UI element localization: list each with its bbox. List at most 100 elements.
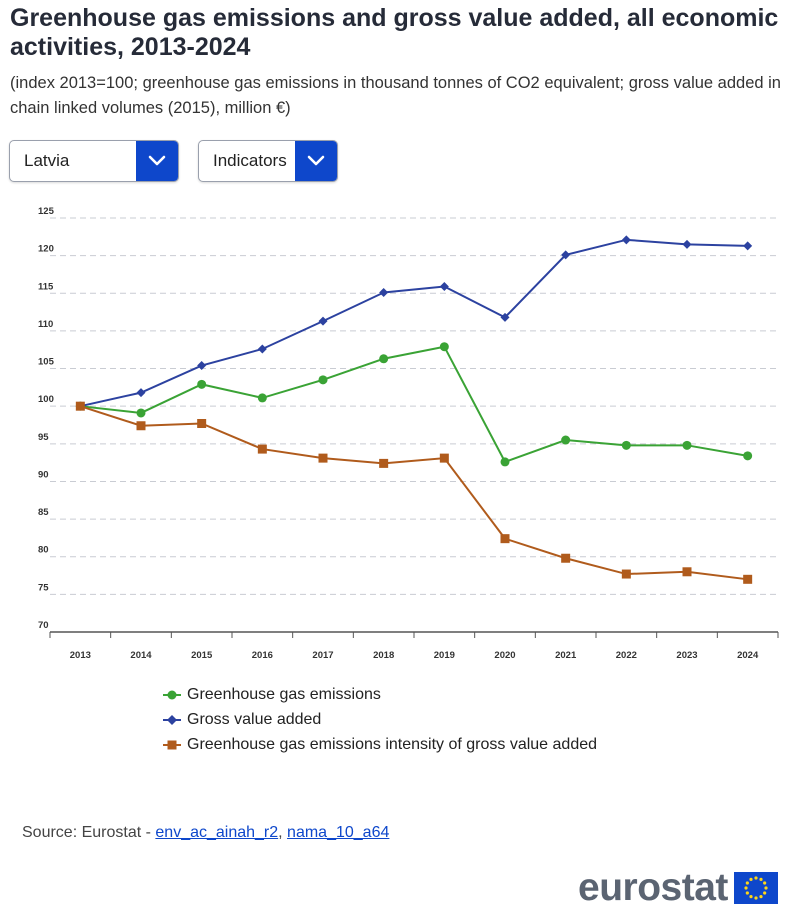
x-tick-label: 2023 (676, 650, 697, 661)
data-point (318, 316, 328, 326)
data-point (197, 418, 207, 428)
legend-item-ghg[interactable]: Greenhouse gas emissions (163, 682, 597, 707)
flag-star (764, 886, 768, 890)
data-point (500, 534, 510, 544)
legend-label-gva: Gross value added (187, 710, 322, 728)
x-tick-label: 2014 (130, 650, 152, 661)
data-point (500, 457, 510, 467)
data-point (318, 375, 328, 385)
y-tick-label: 85 (38, 507, 49, 518)
series-line (80, 345, 748, 464)
data-point (561, 250, 571, 260)
indicators-dropdown-label: Indicators (213, 151, 287, 170)
line-chart: 70 75 80 85 90 95 100 105 110 115 120 125 2013 2014 2… (38, 206, 779, 661)
x-tick-label: 2021 (555, 650, 577, 661)
eu-flag-icon (733, 872, 778, 904)
legend-item-intensity[interactable]: Greenhouse gas emissions intensity of gr… (163, 732, 597, 757)
data-point (318, 453, 328, 463)
data-point (743, 574, 753, 584)
data-point (621, 235, 631, 245)
source-link-env[interactable]: env_ac_ainah_r2 (155, 824, 279, 841)
data-point (257, 444, 267, 454)
logo-text: eurostat (578, 866, 728, 909)
flag-star (759, 877, 763, 881)
data-point (197, 361, 207, 371)
source-prefix: Source: Eurostat - (22, 824, 156, 841)
y-axis-ticks: 70 75 80 85 90 95 100 105 110 115 120 125 (38, 206, 55, 631)
y-tick-label: 125 (38, 206, 55, 217)
flag-star (749, 877, 753, 881)
legend-item-gva[interactable]: Gross value added (163, 707, 597, 732)
x-tick-label: 2019 (434, 650, 455, 661)
x-tick-label: 2015 (191, 650, 213, 661)
series-line (80, 238, 748, 408)
flag-star (745, 881, 749, 885)
series-2 (75, 401, 753, 584)
series-1 (75, 235, 753, 411)
data-point (197, 379, 207, 389)
source-separator: , (278, 824, 288, 841)
data-point (621, 569, 631, 579)
y-tick-label: 115 (38, 281, 54, 292)
x-tick-label: 2024 (737, 650, 759, 661)
data-point (136, 421, 146, 431)
x-tick-label: 2018 (373, 650, 394, 661)
data-point (743, 241, 753, 251)
data-point (561, 435, 571, 445)
data-point (379, 458, 389, 468)
y-tick-label: 70 (38, 620, 49, 631)
grid-lines (50, 217, 778, 595)
legend-label-intensity: Greenhouse gas emissions intensity of gr… (187, 735, 598, 753)
legend-label-ghg: Greenhouse gas emissions (187, 685, 381, 703)
data-point (743, 451, 753, 461)
flag-star (759, 895, 763, 899)
series-line (80, 405, 748, 581)
data-point (439, 453, 449, 463)
data-point (257, 393, 267, 403)
flag-star (762, 881, 767, 885)
x-tick-label: 2022 (616, 650, 637, 661)
y-tick-label: 120 (38, 244, 54, 255)
data-point (500, 312, 510, 322)
series-0 (75, 342, 753, 467)
x-tick-label: 2016 (252, 650, 273, 661)
y-tick-label: 75 (38, 582, 49, 593)
source-note: Source: Eurostat - env_ac_ainah_r2, nama… (22, 824, 389, 842)
y-tick-label: 105 (38, 357, 55, 368)
chevron-down-icon[interactable] (295, 141, 337, 181)
x-tick-label: 2013 (70, 650, 91, 661)
data-point (136, 408, 146, 418)
x-axis: 2013 2014 2015 2016 2017 2018 2019 2020 2021 2022… (49, 631, 779, 661)
x-tick-label: 2020 (494, 650, 515, 661)
data-point (621, 440, 631, 450)
y-tick-label: 90 (38, 469, 49, 480)
flag-star (754, 876, 758, 880)
y-tick-label: 80 (38, 545, 49, 556)
data-point (379, 354, 389, 364)
data-point (75, 401, 85, 411)
legend: Greenhouse gas emissions Gross value add… (163, 682, 597, 757)
indicators-dropdown[interactable]: Indicators (198, 140, 338, 182)
eurostat-logo: eurostat (578, 866, 778, 910)
flag-star (754, 896, 758, 900)
country-dropdown-value: Latvia (24, 151, 70, 170)
source-link-nama[interactable]: nama_10_a64 (287, 824, 390, 841)
data-point (439, 342, 449, 352)
y-tick-label: 110 (38, 319, 53, 330)
country-dropdown[interactable]: Latvia (9, 140, 179, 182)
data-point (379, 288, 389, 298)
data-point (136, 388, 146, 398)
data-point (682, 239, 692, 249)
flag-star (745, 891, 749, 895)
y-tick-label: 95 (38, 432, 49, 443)
flag-star (744, 886, 748, 890)
data-point (561, 553, 571, 563)
data-point (439, 281, 449, 291)
y-tick-label: 100 (38, 394, 54, 405)
flag-star (749, 895, 753, 899)
data-point (257, 344, 267, 354)
chart-title: Greenhouse gas emissions and gross value… (10, 4, 779, 61)
chevron-down-icon[interactable] (136, 141, 178, 181)
flag-star (762, 891, 767, 895)
chart-subtitle: (index 2013=100; greenhouse gas emission… (10, 74, 781, 117)
